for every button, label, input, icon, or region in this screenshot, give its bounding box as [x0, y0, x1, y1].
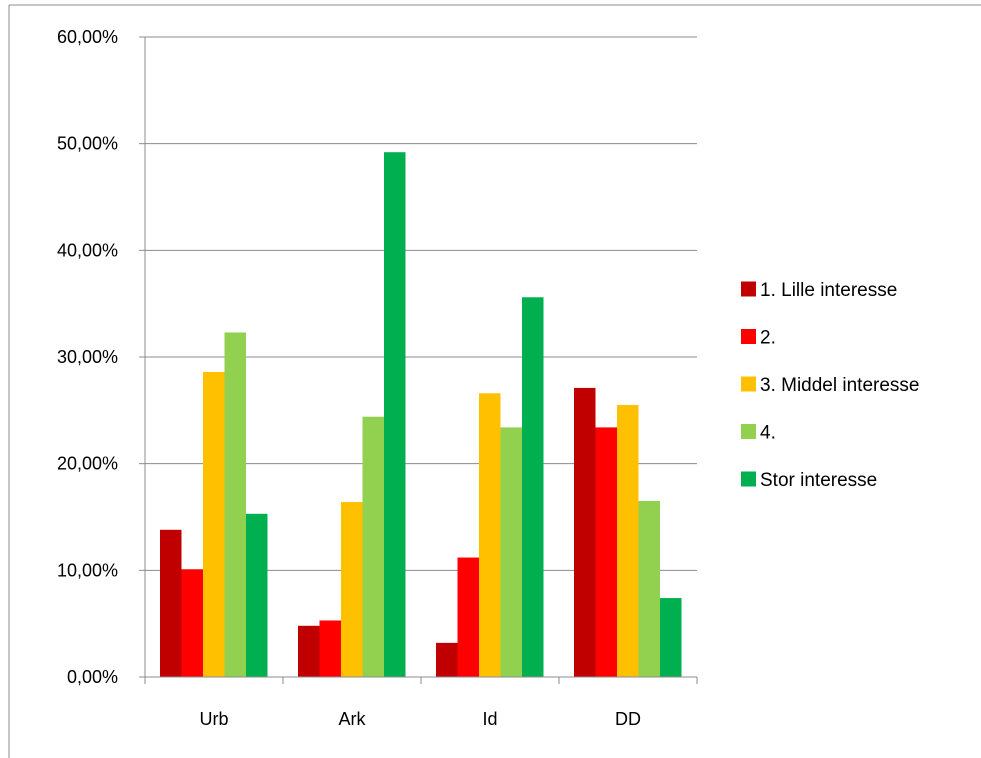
- bar: [638, 501, 660, 677]
- bar: [160, 529, 182, 677]
- bar: [319, 620, 341, 677]
- y-tick-label: 20,00%: [57, 454, 118, 474]
- bar: [500, 427, 522, 677]
- bar: [479, 393, 501, 677]
- bar: [436, 642, 458, 677]
- legend-swatch: [741, 281, 756, 297]
- legend-swatch: [741, 471, 756, 487]
- x-axis-labels: Urb Ark Id DD: [199, 709, 641, 729]
- legend-swatch: [741, 424, 756, 439]
- bar: [203, 371, 225, 677]
- bar: [384, 152, 406, 677]
- bar: [298, 625, 320, 677]
- y-tick-label: 10,00%: [57, 560, 118, 580]
- x-category-label: Ark: [339, 709, 367, 729]
- legend-label: 1. Lille interesse: [760, 280, 897, 301]
- legend-swatch: [741, 376, 756, 392]
- bar: [341, 502, 363, 677]
- y-tick-label: 0,00%: [67, 667, 118, 687]
- legend: 1. Lille interesse 2. 3. Middel interesse 4…: [741, 280, 919, 491]
- bar: [457, 557, 479, 677]
- y-tick-label: 30,00%: [57, 347, 118, 367]
- axes: [139, 36, 698, 684]
- legend-label: Stor interesse: [760, 470, 877, 491]
- y-tick-label: 50,00%: [57, 134, 118, 154]
- bar: [246, 513, 268, 677]
- x-category-label: DD: [615, 709, 641, 729]
- bar: [617, 405, 639, 677]
- y-tick-label: 40,00%: [57, 240, 118, 260]
- x-category-label: Id: [482, 709, 497, 729]
- legend-swatch: [741, 329, 756, 344]
- legend-label: 4.: [760, 423, 776, 444]
- bar: [660, 598, 682, 677]
- bar: [181, 569, 203, 677]
- legend-label: 2.: [760, 328, 776, 349]
- y-tick-label: 60,00%: [57, 27, 118, 47]
- bars: [160, 152, 682, 677]
- bar: [362, 416, 384, 677]
- bar: [522, 297, 544, 677]
- legend-label: 3. Middel interesse: [760, 375, 919, 396]
- bar: [224, 332, 246, 677]
- bar: [595, 427, 617, 677]
- bar: [574, 387, 596, 677]
- x-category-label: Urb: [199, 709, 228, 729]
- y-axis-labels: 0,00% 10,00% 20,00% 30,00% 40,00% 50,00% 60,00…: [57, 27, 118, 687]
